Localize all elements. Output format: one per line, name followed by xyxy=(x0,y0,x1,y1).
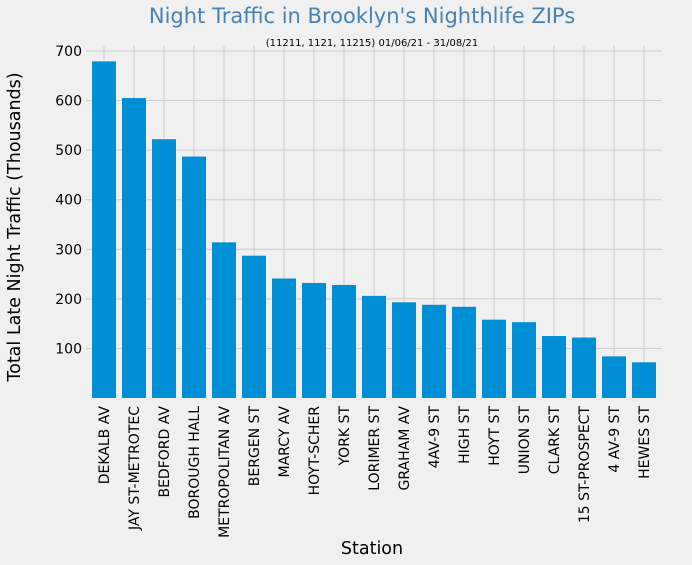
bar xyxy=(392,302,416,398)
bar xyxy=(632,362,656,398)
bar xyxy=(512,322,536,398)
x-tick-label: 15 ST-PROSPECT xyxy=(577,406,593,524)
x-tick-label: BEDFORD AV xyxy=(157,406,173,498)
x-tick-labels: DEKALB AV JAY ST-METROTEC BEDFORD AV BOROUG… xyxy=(97,406,653,538)
y-tick-label: 700 xyxy=(55,44,82,60)
x-tick-label: BOROUGH HALL xyxy=(187,406,203,519)
x-tick-label: YORK ST xyxy=(337,406,353,467)
x-tick-label: MARCY AV xyxy=(277,406,293,478)
y-tick-label: 100 xyxy=(55,341,82,357)
x-tick-label: GRAHAM AV xyxy=(397,406,413,491)
x-tick-label: METROPOLITAN AV xyxy=(217,406,233,538)
x-tick-label: HOYT-SCHER xyxy=(307,406,323,496)
bar xyxy=(452,306,476,398)
y-tick-label: 600 xyxy=(55,94,82,110)
y-tick-label: 400 xyxy=(55,193,82,209)
x-tick-label: UNION ST xyxy=(517,406,533,475)
x-tick-label: HEWES ST xyxy=(637,406,653,479)
bar xyxy=(182,156,206,398)
bar xyxy=(242,255,266,398)
bar xyxy=(422,304,446,398)
x-axis-label: Station xyxy=(341,539,403,559)
y-tick-label: 300 xyxy=(55,242,82,258)
bar xyxy=(92,61,116,398)
x-tick-label: LORIMER ST xyxy=(367,406,383,491)
bar xyxy=(272,278,296,398)
bar xyxy=(122,98,146,398)
y-tick-label: 200 xyxy=(55,292,82,308)
x-tick-label: CLARK ST xyxy=(547,406,563,475)
bar xyxy=(332,284,356,398)
bar xyxy=(302,282,326,398)
y-axis-label: Total Late Night Traffic (Thousands) xyxy=(5,72,25,382)
x-tick-label: HIGH ST xyxy=(457,406,473,464)
bar xyxy=(482,319,506,398)
x-tick-label: 4 AV-9 ST xyxy=(607,406,623,473)
bar xyxy=(362,295,386,398)
chart-title: Night Traffic in Brooklyn's Nighthlife Z… xyxy=(149,4,575,28)
y-tick-label: 500 xyxy=(55,143,82,159)
x-tick-label: BERGEN ST xyxy=(247,406,263,487)
x-tick-label: 4AV-9 ST xyxy=(427,406,443,469)
bar xyxy=(572,337,596,398)
chart-subtitle: (11211, 1121, 11215) 01/06/21 - 31/08/21 xyxy=(266,38,479,49)
x-tick-label: DEKALB AV xyxy=(97,406,113,485)
y-tick-labels: 100 200 300 400 500 600 700 xyxy=(55,44,82,357)
bars xyxy=(92,61,656,398)
bar xyxy=(542,336,566,398)
bar xyxy=(602,356,626,398)
bar xyxy=(212,242,236,398)
x-tick-label: JAY ST-METROTEC xyxy=(127,406,143,531)
x-tick-label: HOYT ST xyxy=(487,406,503,466)
bar xyxy=(152,139,176,398)
